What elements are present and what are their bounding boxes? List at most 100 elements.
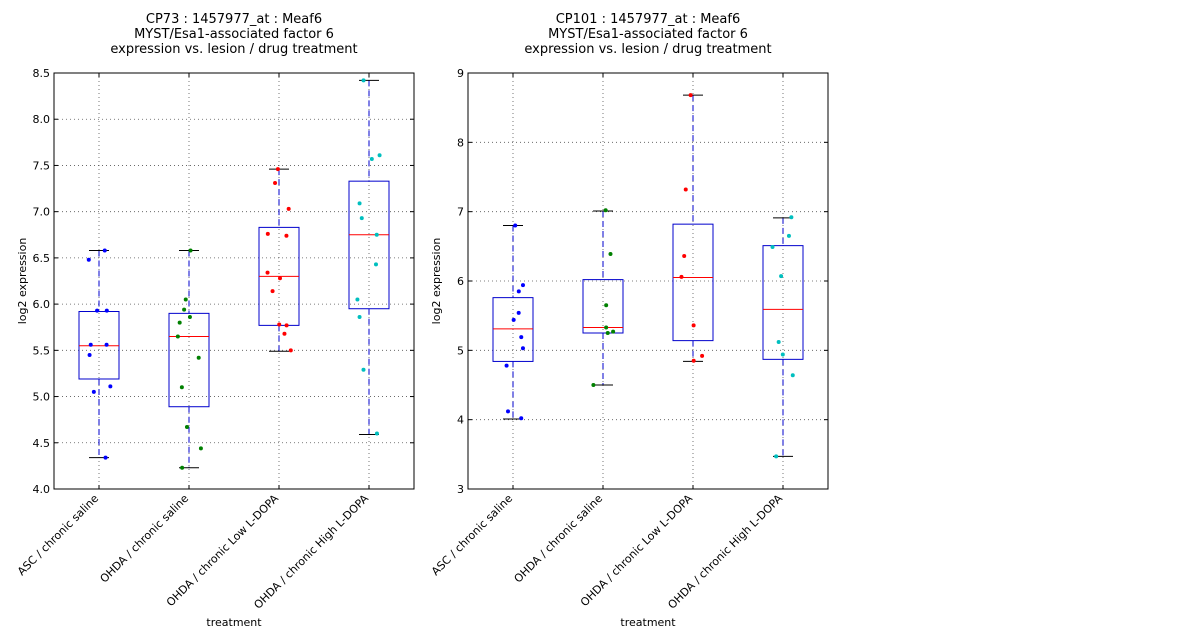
data-point	[198, 446, 203, 451]
plot-frame	[53, 72, 415, 490]
data-point	[273, 181, 278, 186]
data-point	[682, 254, 687, 259]
chart-cp101: CP101 : 1457977_at : Meaf6MYST/Esa1-asso…	[429, 12, 829, 629]
y-tick-label: 7.0	[33, 206, 51, 219]
box	[582, 279, 624, 334]
data-point	[282, 331, 287, 336]
x-tick-label: ASC / chronic saline	[15, 492, 101, 578]
data-point	[265, 231, 270, 236]
data-point	[95, 308, 100, 313]
data-point	[187, 315, 192, 320]
data-point	[608, 251, 613, 256]
data-point	[691, 358, 696, 363]
data-point	[284, 233, 289, 238]
data-point	[604, 325, 609, 330]
data-point	[770, 245, 775, 250]
data-point	[177, 320, 182, 325]
data-point	[87, 352, 92, 357]
box	[762, 245, 804, 360]
data-point	[516, 310, 521, 315]
data-point	[108, 384, 113, 389]
data-point	[374, 431, 379, 436]
x-tick-label: ASC / chronic saline	[429, 492, 515, 578]
data-point	[373, 262, 378, 267]
data-point	[790, 373, 795, 378]
data-point	[520, 283, 525, 288]
data-point	[683, 187, 688, 192]
data-point	[504, 363, 509, 368]
data-point	[369, 156, 374, 161]
x-axis-label: treatment	[206, 616, 262, 629]
y-tick-label: 5.0	[33, 391, 51, 404]
x-tick-label: OHDA / chronic saline	[98, 492, 192, 586]
y-tick-label: 4	[457, 414, 464, 427]
data-point	[506, 409, 511, 414]
data-point	[776, 340, 781, 345]
data-point	[286, 206, 291, 211]
data-point	[359, 216, 364, 221]
box	[672, 223, 714, 342]
y-tick-label: 4.0	[33, 483, 51, 496]
y-tick-label: 5	[457, 344, 464, 357]
data-point	[780, 352, 785, 357]
data-point	[516, 289, 521, 294]
data-point	[196, 355, 201, 360]
data-point	[357, 315, 362, 320]
data-point	[103, 455, 108, 460]
data-point	[277, 276, 282, 281]
data-point	[355, 297, 360, 302]
y-tick-label: 7	[457, 206, 464, 219]
data-point	[361, 367, 366, 372]
data-point	[774, 454, 779, 459]
data-point	[175, 334, 180, 339]
data-point	[182, 307, 187, 312]
y-tick-label: 7.5	[33, 159, 51, 172]
data-point	[374, 232, 379, 237]
data-point	[184, 425, 189, 430]
y-tick-label: 3	[457, 483, 464, 496]
data-point	[104, 342, 109, 347]
data-point	[605, 331, 610, 335]
y-tick-label: 6.5	[33, 252, 51, 265]
y-axis-label: log2 expression	[16, 238, 29, 325]
data-point	[520, 346, 525, 351]
data-point	[603, 208, 608, 213]
chart-title-line: CP73 : 1457977_at : Meaf6	[146, 12, 322, 27]
y-tick-label: 4.5	[33, 437, 51, 450]
data-point	[361, 78, 366, 83]
data-point	[357, 201, 362, 206]
data-point	[591, 383, 596, 387]
y-tick-label: 8.0	[33, 113, 51, 126]
data-point	[284, 323, 289, 328]
data-point	[270, 289, 275, 294]
data-point	[519, 416, 524, 421]
data-point	[779, 274, 784, 279]
data-point	[91, 389, 96, 394]
y-tick-label: 8	[457, 136, 464, 149]
y-tick-label: 8.5	[33, 67, 51, 80]
data-point	[180, 465, 185, 470]
data-point	[611, 329, 616, 334]
y-tick-label: 6	[457, 275, 464, 288]
data-point	[86, 257, 91, 262]
x-tick-label: OHDA / chronic saline	[512, 492, 606, 586]
box	[348, 180, 390, 310]
y-tick-label: 6.0	[33, 298, 51, 311]
y-tick-label: 9	[457, 67, 464, 80]
chart-title-line: MYST/Esa1-associated factor 6	[548, 27, 748, 42]
box	[168, 312, 210, 408]
data-point	[265, 270, 270, 275]
data-point	[604, 303, 609, 308]
chart-title-line: expression vs. lesion / drug treatment	[524, 42, 771, 57]
chart-title-line: expression vs. lesion / drug treatment	[110, 42, 357, 57]
y-tick-label: 5.5	[33, 344, 51, 357]
chart-title-line: MYST/Esa1-associated factor 6	[134, 27, 334, 42]
data-point	[511, 317, 516, 322]
box	[492, 297, 534, 362]
data-point	[688, 93, 693, 98]
data-point	[700, 353, 705, 358]
data-point	[786, 233, 791, 238]
y-axis-label: log2 expression	[430, 238, 443, 325]
data-point	[88, 342, 93, 347]
